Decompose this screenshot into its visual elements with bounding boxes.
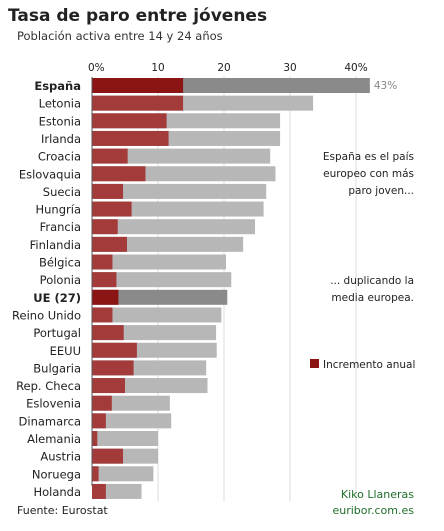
x-tick-label: 10 — [151, 62, 164, 74]
category-label: EEUU — [50, 344, 81, 358]
source-note: Fuente: Eurostat — [17, 504, 108, 517]
x-tick-label: 30 — [283, 62, 296, 74]
category-label: Bélgica — [39, 256, 81, 270]
bar-increment — [92, 360, 134, 376]
credit-author: Kiko Llaneras — [341, 488, 414, 501]
category-label: Eslovaquia — [19, 167, 81, 181]
category-label: Finlandia — [30, 238, 81, 252]
category-label: España — [34, 79, 81, 93]
category-label: Noruega — [32, 467, 81, 481]
bar-increment — [92, 413, 106, 429]
bar-total — [92, 289, 228, 305]
bar-increment — [92, 148, 128, 164]
legend-label: Incremento anual — [323, 359, 415, 371]
bar-increment — [92, 95, 184, 111]
bar-increment — [92, 183, 124, 199]
x-tick-label: 20 — [217, 62, 230, 74]
category-label: Rep. Checa — [16, 379, 81, 393]
value-label: 43% — [374, 80, 397, 92]
bar-total — [92, 236, 244, 252]
bar-increment — [92, 325, 124, 341]
x-tick-label: 0% — [88, 62, 105, 74]
bar-total — [92, 148, 271, 164]
bar-total — [92, 466, 154, 482]
category-label: Letonia — [39, 97, 81, 111]
category-label: Austria — [40, 450, 81, 464]
bar-increment — [92, 166, 146, 182]
annotations: España es el país europeo con más paro jov… — [323, 151, 414, 304]
bar-increment — [92, 272, 117, 288]
gridlines — [157, 76, 357, 502]
bar-increment — [92, 289, 119, 305]
category-label: Portugal — [33, 326, 81, 340]
bar-increment — [92, 219, 118, 235]
annotation-eu: media europea. — [331, 292, 414, 304]
category-label: Bulgaria — [33, 361, 81, 375]
bar-total — [92, 219, 256, 235]
bar-increment — [92, 342, 137, 358]
x-axis-ticks: 0% 10 20 30 40% — [88, 62, 368, 74]
category-label: Irlanda — [41, 132, 81, 146]
bar-total — [92, 413, 172, 429]
bar-total — [92, 183, 267, 199]
bar-total — [92, 272, 232, 288]
bar-increment — [92, 113, 167, 129]
x-tick-label: 40% — [344, 62, 367, 74]
category-label: Estonia — [39, 114, 81, 128]
category-label: Eslovenia — [26, 397, 81, 411]
annotation-spain: paro joven... — [348, 185, 414, 197]
category-label: Polonia — [40, 273, 81, 287]
bar-increment — [92, 466, 99, 482]
legend-swatch — [310, 359, 319, 368]
chart-subtitle: Población activa entre 14 y 24 años — [17, 29, 223, 43]
legend: Incremento anual — [310, 359, 415, 371]
bar-increment — [92, 378, 125, 394]
bar-increment — [92, 78, 184, 93]
chart-title: Tasa de paro entre jóvenes — [8, 6, 267, 26]
category-label: Holanda — [33, 485, 81, 499]
category-label: UE (27) — [33, 291, 81, 305]
bar-increment — [92, 431, 98, 446]
bars — [92, 78, 370, 499]
bar-increment — [92, 130, 169, 146]
category-labels: España Letonia Estonia Irlanda Croacia Eslova… — [12, 79, 81, 499]
bar-total — [92, 254, 226, 270]
annotation-spain: España es el país — [323, 151, 414, 163]
category-label: Hungría — [36, 203, 82, 217]
bar-total — [92, 307, 222, 323]
credit-site: euribor.com.es — [332, 504, 414, 517]
bar-increment — [92, 254, 113, 270]
category-label: Francia — [40, 220, 81, 234]
category-label: Suecia — [43, 185, 81, 199]
value-labels: 43% — [374, 80, 397, 92]
bar-total — [92, 431, 158, 446]
bar-total — [92, 201, 264, 217]
bar-increment — [92, 395, 112, 411]
annotation-spain: europeo con más — [323, 168, 414, 180]
category-label: Dinamarca — [19, 414, 81, 428]
bar-increment — [92, 307, 113, 323]
bar-increment — [92, 483, 106, 499]
bar-increment — [92, 236, 127, 252]
category-label: Croacia — [38, 150, 81, 164]
bar-increment — [92, 201, 132, 217]
category-label: Reino Unido — [12, 308, 81, 322]
bar-increment — [92, 448, 124, 464]
annotation-eu: ... duplicando la — [330, 275, 414, 287]
category-label: Alemania — [27, 432, 81, 446]
